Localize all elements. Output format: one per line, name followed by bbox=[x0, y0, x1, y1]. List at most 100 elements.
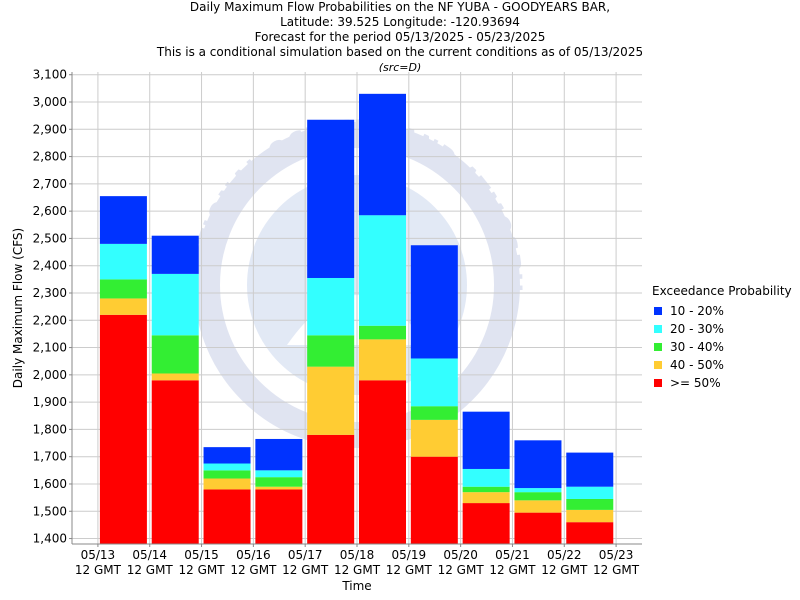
bar-segment-p40-50 bbox=[410, 419, 458, 457]
x-tick-label-time: 12 GMT bbox=[127, 563, 174, 577]
x-tick-label-time: 12 GMT bbox=[489, 563, 536, 577]
bar-segment-p20-30 bbox=[151, 273, 199, 336]
bar-segment-p40-50 bbox=[151, 373, 199, 381]
y-tick-label: 2,100 bbox=[33, 341, 67, 355]
legend-label: 30 - 40% bbox=[670, 340, 724, 354]
bar-segment-p40-50 bbox=[255, 486, 303, 490]
chart-title-line-3: Forecast for the period 05/13/2025 - 05/… bbox=[254, 30, 546, 44]
bar-segment-p30-40 bbox=[514, 492, 562, 501]
y-axis-label: Daily Maximum Flow (CFS) bbox=[11, 228, 25, 388]
legend-item: 20 - 30% bbox=[652, 320, 792, 338]
bar-segment-p40-50 bbox=[566, 509, 614, 523]
x-tick-label-date: 05/16 bbox=[236, 548, 271, 562]
x-tick-label-date: 05/13 bbox=[81, 548, 116, 562]
bar-segment-p20-30 bbox=[566, 486, 614, 499]
x-tick-label-time: 12 GMT bbox=[438, 563, 485, 577]
x-tick-label-time: 12 GMT bbox=[593, 563, 640, 577]
legend-item: 30 - 40% bbox=[652, 338, 792, 356]
x-tick-label-time: 12 GMT bbox=[282, 563, 329, 577]
x-tick-label-date: 05/15 bbox=[184, 548, 219, 562]
bar-segment-p40-50 bbox=[99, 298, 147, 315]
x-axis-label: Time bbox=[341, 579, 371, 593]
bar-segment-p30-40 bbox=[359, 325, 406, 340]
bar-segment-p10-20 bbox=[307, 119, 355, 278]
bar-segment-p30-40 bbox=[410, 406, 458, 420]
bar-segment-p30-40 bbox=[307, 335, 355, 367]
x-tick-label-date: 05/18 bbox=[340, 548, 375, 562]
bar-segment-p30-40 bbox=[151, 335, 199, 374]
y-tick-label: 1,600 bbox=[33, 477, 67, 491]
bar-segment-p10-20 bbox=[566, 452, 614, 487]
legend-label: 40 - 50% bbox=[670, 358, 724, 372]
y-tick-label: 1,500 bbox=[33, 504, 67, 518]
bar-segment-ge50 bbox=[359, 380, 406, 544]
bar-segment-p40-50 bbox=[462, 492, 510, 504]
y-tick-label: 2,600 bbox=[33, 204, 67, 218]
chart-title-line-4: This is a conditional simulation based o… bbox=[156, 45, 644, 59]
bar-segment-p40-50 bbox=[203, 478, 251, 490]
y-tick-label: 3,000 bbox=[33, 95, 67, 109]
bar-stacks bbox=[99, 93, 614, 544]
bar-segment-p40-50 bbox=[307, 366, 355, 435]
legend-swatch bbox=[654, 325, 662, 333]
legend-item: 10 - 20% bbox=[652, 302, 792, 320]
bar-segment-ge50 bbox=[566, 522, 614, 544]
legend-swatch bbox=[654, 361, 662, 369]
legend-item: >= 50% bbox=[652, 374, 792, 392]
y-tick-label: 1,800 bbox=[33, 422, 67, 436]
y-tick-label: 1,900 bbox=[33, 395, 67, 409]
x-tick-label-date: 05/19 bbox=[392, 548, 427, 562]
x-tick-label-time: 12 GMT bbox=[230, 563, 277, 577]
bar-segment-p40-50 bbox=[359, 339, 406, 381]
bar-segment-p30-40 bbox=[99, 279, 147, 299]
chart-title-block: Daily Maximum Flow Probabilities on the … bbox=[0, 0, 800, 75]
x-tick-label-time: 12 GMT bbox=[386, 563, 433, 577]
x-tick-label-date: 05/22 bbox=[547, 548, 582, 562]
y-tick-label: 2,500 bbox=[33, 231, 67, 245]
x-tick-label-time: 12 GMT bbox=[75, 563, 122, 577]
bar-segment-p40-50 bbox=[514, 500, 562, 513]
bar-segment-p10-20 bbox=[410, 245, 458, 359]
x-tick-label-date: 05/21 bbox=[495, 548, 530, 562]
bar-segment-p30-40 bbox=[462, 486, 510, 493]
legend: Exceedance Probability 10 - 20% 20 - 30% 3… bbox=[652, 284, 792, 392]
bar-segment-p10-20 bbox=[514, 440, 562, 489]
x-tick-label-time: 12 GMT bbox=[334, 563, 381, 577]
y-tick-label: 2,800 bbox=[33, 150, 67, 164]
bar-segment-p20-30 bbox=[514, 488, 562, 493]
y-tick-label: 2,000 bbox=[33, 368, 67, 382]
x-tick-label-date: 05/17 bbox=[288, 548, 323, 562]
y-tick-label: 2,300 bbox=[33, 286, 67, 300]
x-tick-label-date: 05/23 bbox=[599, 548, 634, 562]
x-tick-label-time: 12 GMT bbox=[541, 563, 588, 577]
x-tick-label-date: 05/20 bbox=[443, 548, 478, 562]
legend-swatch bbox=[654, 379, 662, 387]
legend-title: Exceedance Probability bbox=[652, 284, 792, 298]
bar-segment-p30-40 bbox=[255, 477, 303, 487]
bar-segment-p20-30 bbox=[255, 470, 303, 478]
y-tick-label: 2,400 bbox=[33, 259, 67, 273]
chart-subtitle: (src=D) bbox=[378, 61, 422, 74]
bar-segment-p30-40 bbox=[566, 498, 614, 510]
y-tick-label: 2,700 bbox=[33, 177, 67, 191]
bar-segment-p20-30 bbox=[307, 277, 355, 336]
chart-title-line-1: Daily Maximum Flow Probabilities on the … bbox=[189, 0, 611, 14]
chart-title-line-2: Latitude: 39.525 Longitude: -120.93694 bbox=[280, 15, 520, 29]
bar-segment-ge50 bbox=[151, 380, 199, 544]
legend-label: >= 50% bbox=[670, 376, 721, 390]
x-tick-label-time: 12 GMT bbox=[179, 563, 226, 577]
y-tick-label: 3,100 bbox=[33, 68, 67, 82]
y-tick-labels: 1,400 1,500 1,600 1,700 1,800 1,900 2,000 2,100… bbox=[33, 68, 72, 546]
bar-segment-p20-30 bbox=[410, 358, 458, 407]
bar-segment-p10-20 bbox=[151, 235, 199, 274]
legend-label: 20 - 30% bbox=[670, 322, 724, 336]
y-tick-label: 2,200 bbox=[33, 313, 67, 327]
bar-segment-p20-30 bbox=[462, 468, 510, 487]
legend-item: 40 - 50% bbox=[652, 356, 792, 374]
bar-segment-ge50 bbox=[255, 489, 303, 544]
bar-segment-p20-30 bbox=[99, 243, 147, 280]
bar-segment-p20-30 bbox=[359, 215, 406, 326]
legend-items: 10 - 20% 20 - 30% 30 - 40% 40 - 50% >= 50% bbox=[652, 302, 792, 392]
